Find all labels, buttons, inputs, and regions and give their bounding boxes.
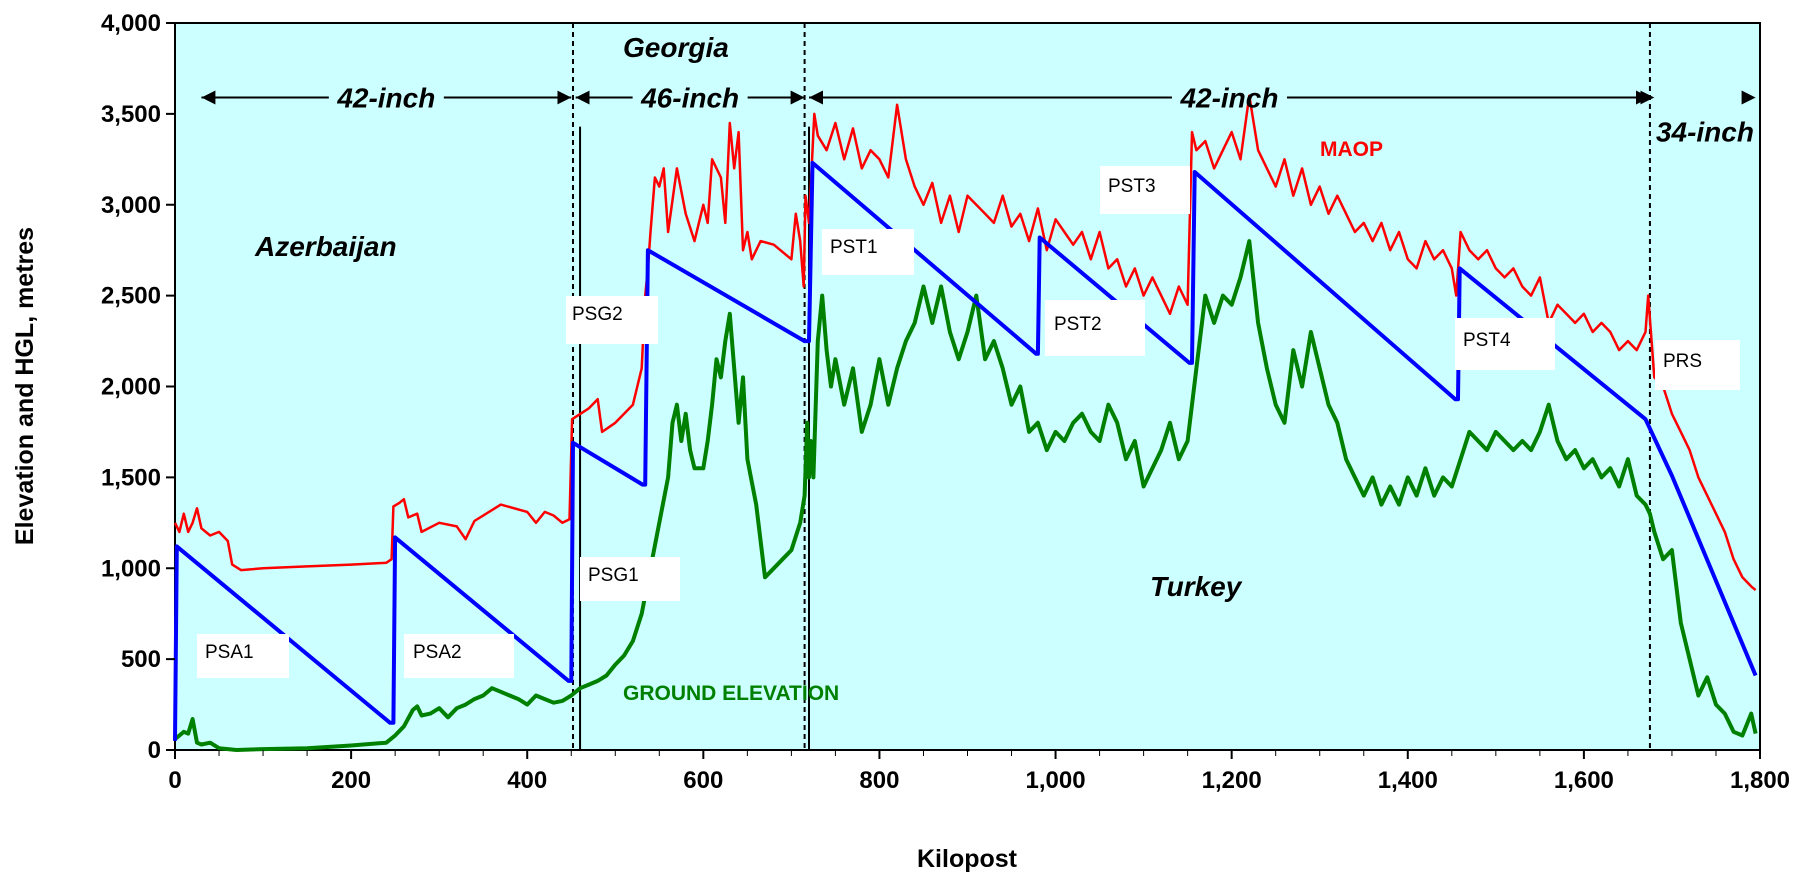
y-axis-title: Elevation and HGL, metres xyxy=(11,227,39,545)
region-label-azerbaijan: Azerbaijan xyxy=(254,231,397,262)
y-tick-label: 500 xyxy=(121,646,161,673)
station-box-pst2 xyxy=(1045,300,1145,356)
station-label-pst1: PST1 xyxy=(830,237,878,258)
station-box-psg1 xyxy=(580,557,680,601)
station-box-prs xyxy=(1655,340,1740,390)
diameter-label: 42-inch xyxy=(1179,83,1278,114)
x-tick-label: 1,400 xyxy=(1378,767,1438,794)
station-box-pst1 xyxy=(822,229,914,275)
x-tick-label: 600 xyxy=(683,767,723,794)
y-tick-label: 3,500 xyxy=(101,101,161,128)
station-box-pst4 xyxy=(1455,318,1555,370)
region-label-georgia: Georgia xyxy=(623,32,729,63)
x-tick-label: 200 xyxy=(331,767,371,794)
y-tick-label: 4,000 xyxy=(101,10,161,37)
station-box-psa1 xyxy=(197,634,289,678)
plot-area xyxy=(174,22,1761,751)
ground-elevation-series-label: GROUND ELEVATION xyxy=(623,682,839,705)
station-box-psa2 xyxy=(404,634,514,678)
diameter-annotations: 42-inch 46-inch 42-inch 34-inch xyxy=(201,83,1754,148)
x-axis: 0 200 400 600 800 1,000 1,200 1,400 1,600 1,800 xyxy=(168,750,1790,794)
diameter-label: 34-inch xyxy=(1656,117,1754,148)
station-label-psa2: PSA2 xyxy=(413,642,462,663)
diameter-label: 46-inch xyxy=(640,83,739,114)
y-tick-label: 2,000 xyxy=(101,374,161,401)
maop-series-label: MAOP xyxy=(1320,138,1383,161)
station-label-prs: PRS xyxy=(1663,351,1702,372)
y-axis: 0 500 1,000 1,500 2,000 2,500 3,000 3,500 4,000 xyxy=(101,10,175,764)
y-tick-label: 1,000 xyxy=(101,555,161,582)
x-tick-label: 400 xyxy=(507,767,547,794)
station-box-pst3 xyxy=(1100,166,1190,214)
y-tick-label: 3,000 xyxy=(101,192,161,219)
ground-series-line xyxy=(173,239,1758,752)
x-tick-label: 0 xyxy=(168,767,181,794)
station-label-pst4: PST4 xyxy=(1463,330,1511,351)
y-tick-label: 0 xyxy=(148,737,161,764)
x-tick-label: 1,600 xyxy=(1554,767,1614,794)
x-tick-label: 1,800 xyxy=(1730,767,1790,794)
station-box-psg2 xyxy=(566,296,658,344)
station-label-psg1: PSG1 xyxy=(588,565,639,586)
region-label-turkey: Turkey xyxy=(1150,571,1243,602)
station-label-pst2: PST2 xyxy=(1054,314,1102,335)
station-label-psa1: PSA1 xyxy=(205,642,254,663)
hgl-series-line xyxy=(173,160,1758,741)
maop-series-line xyxy=(173,94,1757,592)
y-tick-label: 1,500 xyxy=(101,464,161,491)
diameter-label: 42-inch xyxy=(336,83,435,114)
x-axis-title: Kilopost xyxy=(917,845,1018,873)
x-tick-label: 800 xyxy=(859,767,899,794)
station-label-psg2: PSG2 xyxy=(572,304,623,325)
x-tick-label: 1,200 xyxy=(1202,767,1262,794)
series-layer xyxy=(173,94,1758,752)
y-tick-label: 2,500 xyxy=(101,283,161,310)
station-label-pst3: PST3 xyxy=(1108,176,1156,197)
x-tick-label: 1,000 xyxy=(1026,767,1086,794)
